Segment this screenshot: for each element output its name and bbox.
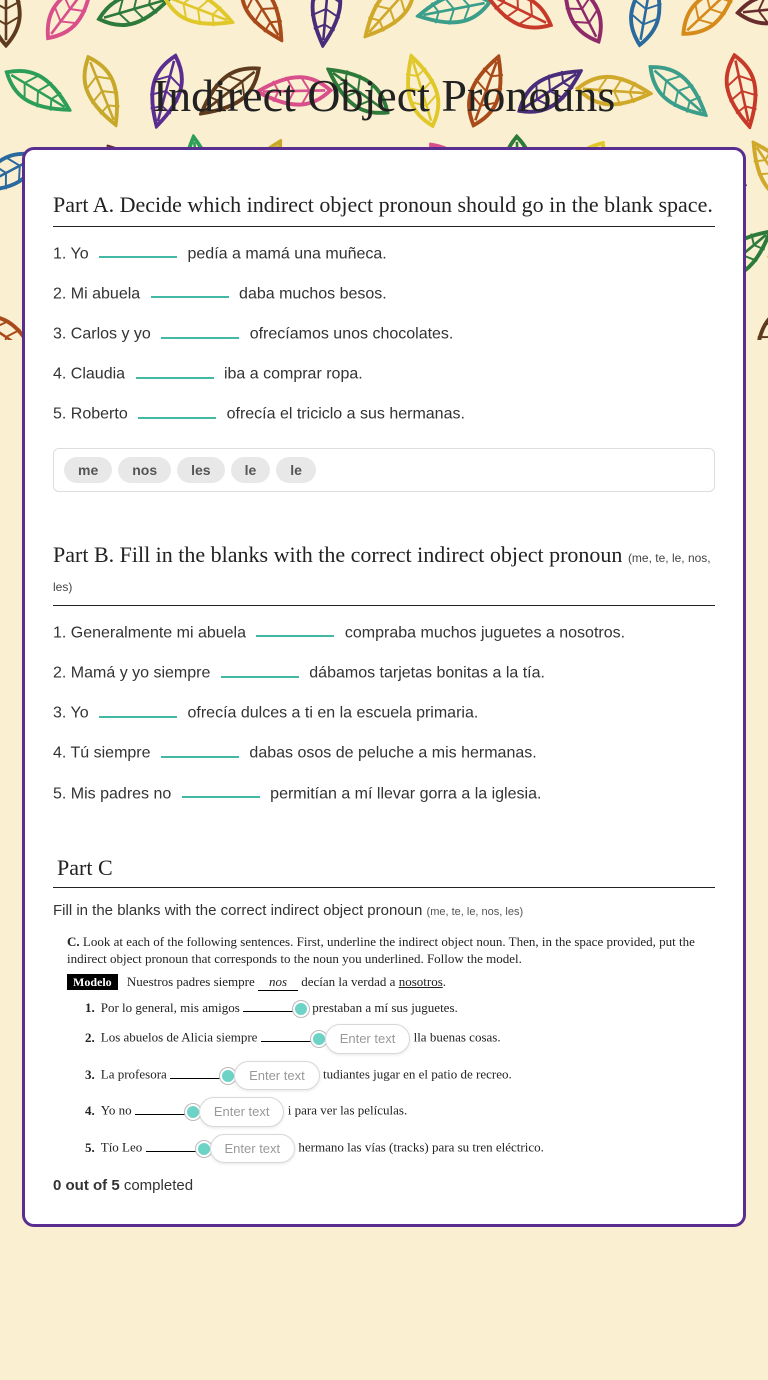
embedded-instructions: C. Look at each of the following sentenc… xyxy=(67,933,701,968)
answer-marker[interactable] xyxy=(293,1001,309,1017)
fill-blank[interactable] xyxy=(221,660,299,678)
embedded-worksheet: C. Look at each of the following sentenc… xyxy=(53,933,715,1164)
fill-blank[interactable] xyxy=(138,401,216,419)
text-input[interactable]: Enter text xyxy=(199,1097,285,1127)
word-chip[interactable]: le xyxy=(276,457,316,483)
modelo-fill: nos xyxy=(269,974,287,989)
part-c-title: Part C xyxy=(53,855,715,888)
word-chip[interactable]: nos xyxy=(118,457,171,483)
modelo-underlined: nosotros xyxy=(399,974,443,989)
part-c-instruction: Fill in the blanks with the correct indi… xyxy=(53,902,715,919)
question-line: 2. Mi abuela daba muchos besos. xyxy=(53,281,715,307)
text-input[interactable]: Enter text xyxy=(210,1134,296,1164)
part-c-instr-sub: (me, te, le, nos, les) xyxy=(427,906,524,918)
fill-blank[interactable] xyxy=(136,361,214,379)
word-chip[interactable]: me xyxy=(64,457,112,483)
part-b-questions: 1. Generalmente mi abuela compraba mucho… xyxy=(53,620,715,807)
fill-blank[interactable] xyxy=(99,700,177,718)
progress-count: 0 out of 5 xyxy=(53,1177,120,1194)
modelo-pre: Nuestros padres siempre xyxy=(127,974,255,989)
word-chip[interactable]: les xyxy=(177,457,224,483)
part-c-section: Part C Fill in the blanks with the corre… xyxy=(53,855,715,1195)
modelo-badge: Modelo xyxy=(67,974,118,990)
text-input[interactable]: Enter text xyxy=(325,1024,411,1054)
progress-label: completed xyxy=(124,1177,193,1194)
part-a-title: Part A. Decide which indirect object pro… xyxy=(53,190,715,227)
question-line: 2. Mamá y yo siempre dábamos tarjetas bo… xyxy=(53,660,715,686)
modelo-line: Modelo Nuestros padres siempre nos decía… xyxy=(67,974,701,991)
fill-blank[interactable] xyxy=(99,241,177,259)
embedded-question: 1.Por lo general, mis amigos prestaban a… xyxy=(85,998,701,1018)
question-line: 3. Carlos y yo ofrecíamos unos chocolate… xyxy=(53,321,715,347)
progress-text: 0 out of 5 completed xyxy=(53,1177,715,1194)
fill-blank[interactable] xyxy=(256,620,334,638)
question-line: 4. Claudia iba a comprar ropa. xyxy=(53,361,715,387)
page-title: Indirect Object Pronouns xyxy=(0,0,768,123)
question-line: 5. Mis padres no permitían a mí llevar g… xyxy=(53,781,715,807)
question-line: 1. Generalmente mi abuela compraba mucho… xyxy=(53,620,715,646)
embedded-c-label: C. xyxy=(67,934,80,949)
fill-blank[interactable] xyxy=(151,281,229,299)
part-b-title-text: Part B. Fill in the blanks with the corr… xyxy=(53,542,622,567)
part-b-section: Part B. Fill in the blanks with the corr… xyxy=(53,540,715,807)
part-a-questions: 1. Yo pedía a mamá una muñeca. 2. Mi abue… xyxy=(53,241,715,428)
part-c-title-text: Part C xyxy=(57,855,113,880)
word-bank: menosleslele xyxy=(53,448,715,492)
worksheet-card: Part A. Decide which indirect object pro… xyxy=(22,147,746,1228)
part-a-title-text: Part A. Decide which indirect object pro… xyxy=(53,192,713,217)
question-line: 4. Tú siempre dabas osos de peluche a mi… xyxy=(53,740,715,766)
embedded-instr-text: Look at each of the following sentences.… xyxy=(67,934,695,967)
part-c-items: 1.Por lo general, mis amigos prestaban a… xyxy=(67,998,701,1164)
fill-blank[interactable] xyxy=(182,781,260,799)
text-input[interactable]: Enter text xyxy=(234,1061,320,1091)
question-line: 1. Yo pedía a mamá una muñeca. xyxy=(53,241,715,267)
embedded-question: 2.Los abuelos de Alicia siempre Enter te… xyxy=(85,1024,701,1054)
modelo-mid: decían la verdad a xyxy=(301,974,395,989)
embedded-question: 3.La profesora Enter text tudiantes juga… xyxy=(85,1061,701,1091)
embedded-question: 5.Tío Leo Enter text hermano las vías (t… xyxy=(85,1134,701,1164)
part-b-title: Part B. Fill in the blanks with the corr… xyxy=(53,540,715,606)
word-chip[interactable]: le xyxy=(231,457,271,483)
part-c-instr-text: Fill in the blanks with the correct indi… xyxy=(53,902,422,919)
question-line: 5. Roberto ofrecía el triciclo a sus her… xyxy=(53,401,715,427)
embedded-question: 4.Yo no Enter text i para ver las pelícu… xyxy=(85,1097,701,1127)
title-text: Indirect Object Pronouns xyxy=(153,70,615,121)
question-line: 3. Yo ofrecía dulces a ti en la escuela … xyxy=(53,700,715,726)
fill-blank[interactable] xyxy=(161,740,239,758)
fill-blank[interactable] xyxy=(161,321,239,339)
